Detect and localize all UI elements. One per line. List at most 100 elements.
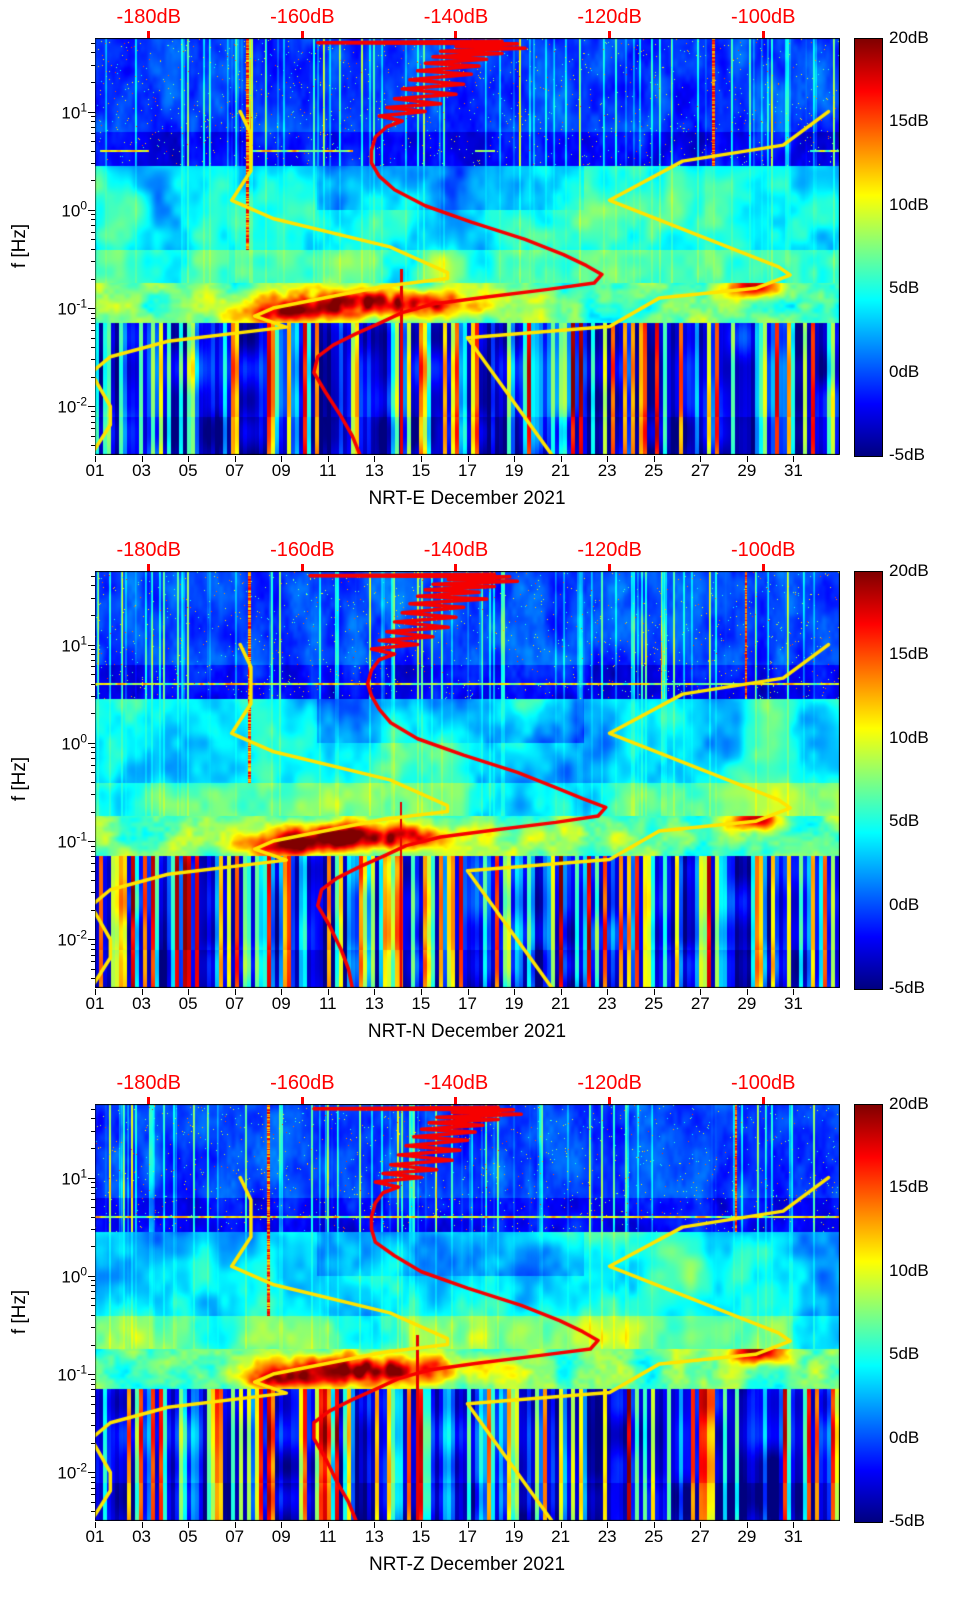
top-axis-tick-label: -120dB bbox=[577, 539, 642, 561]
colorbar-tick-label: -5dB bbox=[889, 978, 925, 997]
x-tick-label: 25 bbox=[644, 994, 664, 1013]
x-tick-mark bbox=[374, 1522, 376, 1528]
y-minor-tick-mark bbox=[91, 1511, 95, 1513]
y-minor-tick-mark bbox=[91, 1494, 95, 1496]
y-minor-tick-mark bbox=[91, 1207, 95, 1209]
colorbar-tick-label: -5dB bbox=[889, 445, 925, 464]
y-minor-tick-mark bbox=[91, 445, 95, 447]
x-tick-label: 27 bbox=[690, 994, 710, 1013]
y-minor-tick-mark bbox=[91, 1487, 95, 1489]
y-minor-tick-mark bbox=[91, 614, 95, 616]
x-tick-mark bbox=[374, 456, 376, 462]
top-axis-tick-label: -140dB bbox=[423, 1072, 489, 1094]
y-minor-tick-mark bbox=[91, 978, 95, 980]
y-minor-tick-mark bbox=[91, 1425, 95, 1427]
top-axis-tick-label: -120dB bbox=[577, 6, 642, 28]
y-minor-tick-mark bbox=[91, 317, 95, 319]
y-axis-label: f [Hz] bbox=[9, 1289, 30, 1335]
x-tick-label: 23 bbox=[597, 1527, 617, 1546]
x-tick-mark bbox=[746, 1522, 748, 1528]
y-tick-mark bbox=[88, 1275, 95, 1277]
x-tick-label: 17 bbox=[458, 461, 477, 480]
y-minor-tick-mark bbox=[91, 862, 95, 864]
colorbar-tick-label: 15dB bbox=[889, 1177, 929, 1197]
y-minor-tick-mark bbox=[91, 239, 95, 241]
top-axis-tick-mark bbox=[300, 31, 304, 38]
y-minor-tick-mark bbox=[91, 659, 95, 661]
x-tick-mark bbox=[327, 1522, 329, 1528]
colorbar-tick-label: 0dB bbox=[889, 1427, 920, 1447]
y-minor-tick-mark bbox=[91, 764, 95, 766]
y-tick-label: 10-1 bbox=[57, 829, 87, 852]
colorbar-tick-label: -5dB bbox=[889, 1511, 925, 1530]
y-minor-tick-mark bbox=[91, 585, 95, 587]
y-minor-tick-mark bbox=[91, 870, 95, 872]
y-tick-label: 10-2 bbox=[57, 395, 87, 417]
y-minor-tick-mark bbox=[91, 150, 95, 152]
x-tick-label: 13 bbox=[364, 1527, 384, 1546]
x-tick-mark bbox=[281, 456, 283, 462]
y-minor-tick-mark bbox=[91, 248, 95, 250]
x-tick-mark bbox=[700, 1522, 702, 1528]
y-minor-tick-mark bbox=[91, 695, 95, 697]
y-minor-tick-mark bbox=[91, 126, 95, 128]
y-minor-tick-mark bbox=[91, 81, 95, 83]
x-tick-label: 13 bbox=[364, 994, 384, 1013]
y-minor-tick-mark bbox=[91, 713, 95, 715]
x-tick-label: 01 bbox=[85, 461, 105, 480]
y-tick-mark bbox=[88, 308, 95, 310]
x-tick-mark bbox=[188, 456, 190, 462]
top-axis-tick-mark bbox=[608, 31, 612, 38]
y-minor-tick-mark bbox=[91, 410, 95, 412]
x-tick-label: 19 bbox=[504, 1527, 524, 1546]
x-axis-title: NRT-N December 2021 bbox=[367, 1021, 567, 1042]
x-tick-mark bbox=[420, 456, 422, 462]
y-minor-tick-mark bbox=[91, 133, 95, 135]
x-tick-mark bbox=[514, 456, 516, 462]
y-minor-tick-mark bbox=[91, 1130, 95, 1132]
y-minor-tick-mark bbox=[91, 1476, 95, 1478]
y-minor-tick-mark bbox=[91, 219, 95, 221]
y-minor-tick-mark bbox=[91, 1327, 95, 1329]
top-axis-tick-label: -160dB bbox=[270, 6, 335, 28]
y-minor-tick-mark bbox=[91, 1395, 95, 1397]
x-tick-label: 29 bbox=[737, 1527, 757, 1546]
y-minor-tick-mark bbox=[91, 359, 95, 361]
y-tick-label: 10-2 bbox=[57, 928, 87, 950]
y-minor-tick-mark bbox=[91, 943, 95, 945]
x-tick-label: 05 bbox=[178, 994, 198, 1013]
colorbar-gradient bbox=[854, 571, 883, 990]
y-minor-tick-mark bbox=[91, 845, 95, 847]
x-tick-label: 01 bbox=[85, 994, 105, 1013]
y-minor-tick-mark bbox=[91, 162, 95, 164]
x-tick-mark bbox=[700, 989, 702, 995]
spectrogram-canvas bbox=[95, 1104, 840, 1521]
y-minor-tick-mark bbox=[91, 1314, 95, 1316]
y-minor-tick-mark bbox=[91, 597, 95, 599]
top-axis-tick-mark bbox=[300, 564, 304, 571]
x-tick-label: 29 bbox=[737, 994, 757, 1013]
y-minor-tick-mark bbox=[91, 1280, 95, 1282]
x-tick-mark bbox=[374, 989, 376, 995]
y-minor-tick-mark bbox=[91, 674, 95, 676]
x-tick-label: 11 bbox=[318, 1527, 337, 1546]
top-axis-tick-mark bbox=[761, 31, 765, 38]
y-minor-tick-mark bbox=[91, 421, 95, 423]
x-tick-label: 11 bbox=[318, 994, 337, 1013]
y-minor-tick-mark bbox=[91, 1199, 95, 1201]
y-minor-tick-mark bbox=[91, 1383, 95, 1385]
x-tick-label: 31 bbox=[783, 461, 803, 480]
colorbar-tick-label: 20dB bbox=[889, 1094, 929, 1113]
x-tick-label: 09 bbox=[271, 461, 291, 480]
y-minor-tick-mark bbox=[91, 968, 95, 970]
colorbar-gradient bbox=[854, 38, 883, 457]
x-tick-mark bbox=[607, 1522, 609, 1528]
y-tick-label: 101 bbox=[61, 100, 87, 122]
x-tick-mark bbox=[141, 989, 143, 995]
x-tick-label: 11 bbox=[318, 461, 337, 480]
colorbar-tick-label: 20dB bbox=[889, 561, 929, 580]
y-minor-tick-mark bbox=[91, 261, 95, 263]
y-minor-tick-mark bbox=[91, 1187, 95, 1189]
x-tick-mark bbox=[653, 989, 655, 995]
